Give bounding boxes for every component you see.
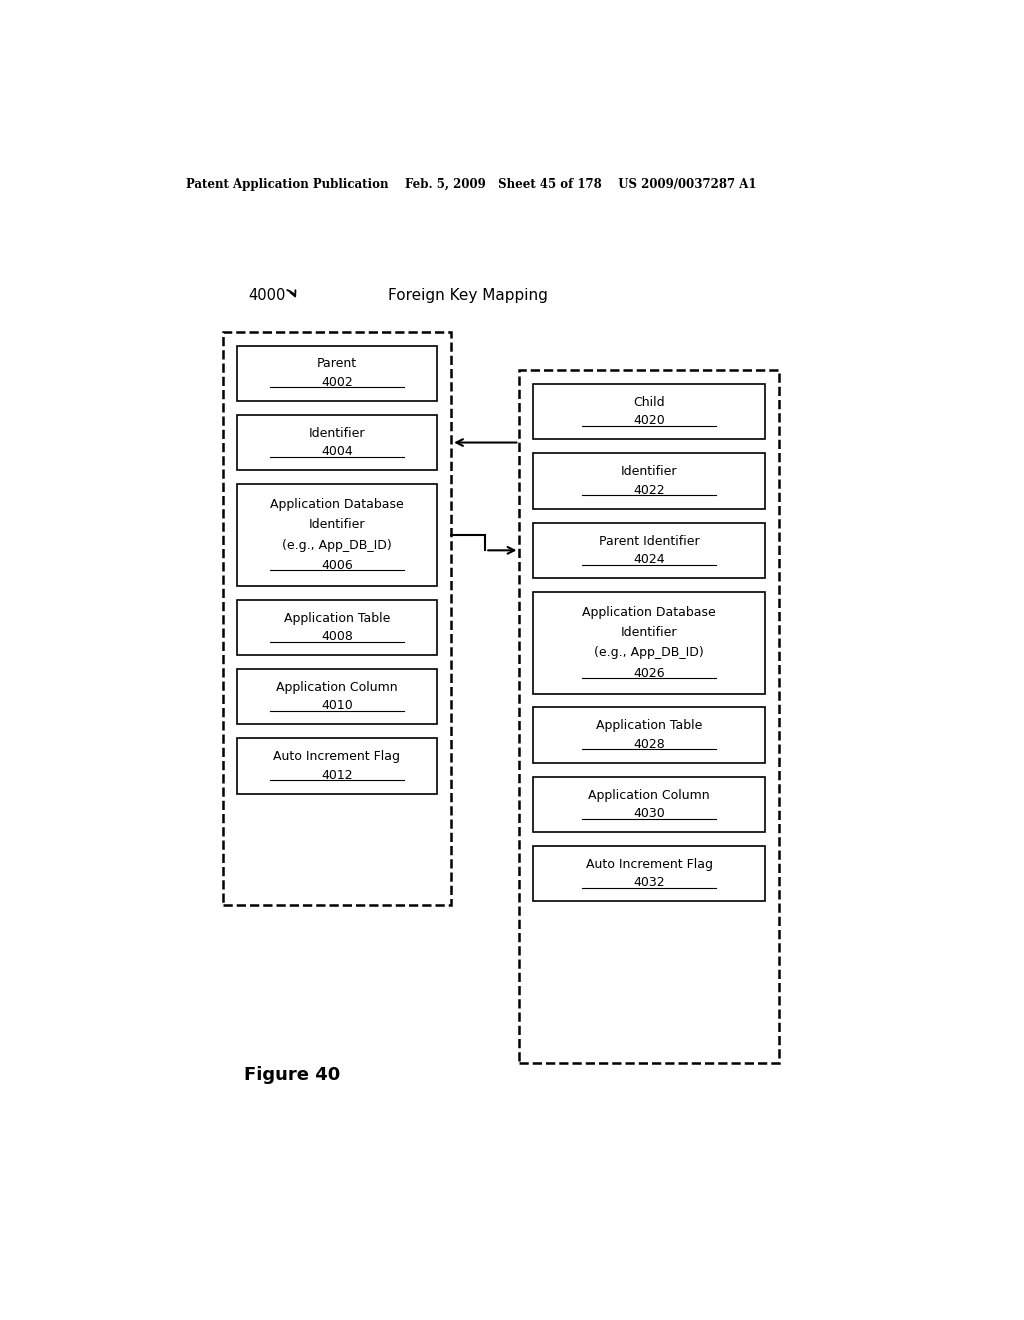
Text: Foreign Key Mapping: Foreign Key Mapping — [388, 288, 548, 302]
Text: Identifier: Identifier — [621, 465, 678, 478]
Bar — [237, 346, 437, 401]
Text: Child: Child — [634, 396, 665, 409]
Text: (e.g., App_DB_ID): (e.g., App_DB_ID) — [594, 647, 705, 660]
Text: Identifier: Identifier — [308, 426, 366, 440]
Bar — [222, 331, 452, 906]
Text: 4030: 4030 — [633, 807, 665, 820]
Bar — [534, 591, 765, 693]
Text: Parent: Parent — [316, 358, 357, 371]
Text: 4020: 4020 — [633, 414, 665, 428]
Text: 4024: 4024 — [634, 553, 665, 566]
Text: (e.g., App_DB_ID): (e.g., App_DB_ID) — [282, 539, 392, 552]
Text: Auto Increment Flag: Auto Increment Flag — [273, 750, 400, 763]
Text: Identifier: Identifier — [621, 626, 678, 639]
Bar — [534, 776, 765, 832]
Text: 4004: 4004 — [321, 445, 352, 458]
Text: 4002: 4002 — [321, 376, 352, 389]
Bar — [534, 846, 765, 902]
Text: 4010: 4010 — [321, 700, 352, 713]
Bar — [519, 370, 779, 1063]
Text: Application Table: Application Table — [596, 719, 702, 733]
Text: Application Database: Application Database — [583, 606, 716, 619]
Text: Figure 40: Figure 40 — [245, 1067, 341, 1084]
Bar — [534, 453, 765, 508]
Text: 4012: 4012 — [322, 768, 352, 781]
Text: Patent Application Publication    Feb. 5, 2009   Sheet 45 of 178    US 2009/0037: Patent Application Publication Feb. 5, 2… — [186, 178, 757, 190]
Text: 4032: 4032 — [634, 876, 665, 890]
Bar — [237, 738, 437, 793]
Text: Auto Increment Flag: Auto Increment Flag — [586, 858, 713, 871]
Text: 4006: 4006 — [321, 558, 352, 572]
Bar — [237, 669, 437, 725]
Text: Parent Identifier: Parent Identifier — [599, 535, 699, 548]
Text: 4008: 4008 — [321, 630, 353, 643]
Text: Application Table: Application Table — [284, 611, 390, 624]
Text: Application Column: Application Column — [276, 681, 397, 694]
Bar — [237, 484, 437, 586]
Text: 4028: 4028 — [633, 738, 665, 751]
Text: Identifier: Identifier — [308, 519, 366, 531]
Bar — [237, 414, 437, 470]
Bar — [534, 523, 765, 578]
Bar — [534, 708, 765, 763]
Bar — [534, 384, 765, 440]
Text: 4026: 4026 — [634, 667, 665, 680]
Text: Application Column: Application Column — [589, 788, 710, 801]
Text: 4000: 4000 — [248, 288, 286, 302]
Bar — [237, 599, 437, 655]
Text: Application Database: Application Database — [270, 498, 403, 511]
Text: 4022: 4022 — [634, 483, 665, 496]
